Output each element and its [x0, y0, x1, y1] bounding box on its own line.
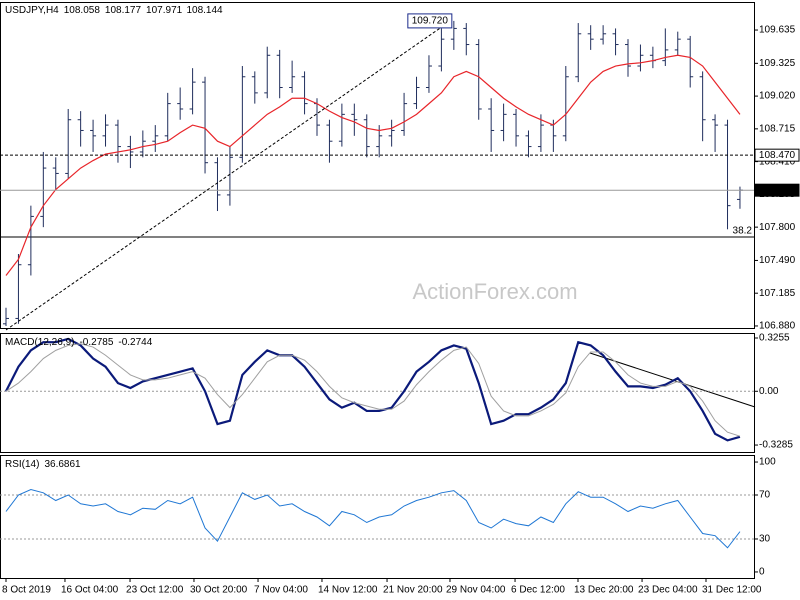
- watermark: ActionForex.com: [412, 279, 577, 304]
- y-tick-label: 0.3255: [759, 333, 790, 344]
- x-tick-label: 7 Nov 04:00: [254, 585, 308, 596]
- header-value: -0.2744: [118, 337, 152, 348]
- indicator-line: [5, 488, 741, 549]
- x-tick-label: 14 Nov 12:00: [318, 585, 378, 596]
- y-tick-label: 0.00: [759, 386, 779, 397]
- x-tick-label: 30 Oct 20:00: [190, 585, 248, 596]
- indicator-line: [5, 343, 741, 437]
- y-tick-label: 108.715: [759, 123, 796, 134]
- panel-header: MACD(12,26,9) -0.2785 -0.2744: [5, 337, 153, 348]
- level-box: [754, 183, 800, 197]
- y-tick-label: 109.020: [759, 91, 796, 102]
- peak-label: 109.720: [412, 16, 449, 27]
- level-box: [754, 148, 800, 162]
- header-value: 108.058: [64, 5, 101, 16]
- moving-average: [5, 54, 741, 276]
- header-value: -0.2785: [79, 337, 113, 348]
- y-tick-label: 109.325: [759, 58, 796, 69]
- y-tick-label: 107.490: [759, 255, 796, 266]
- y-tick-label: 0: [759, 567, 765, 578]
- x-tick-label: 8 Oct 2019: [2, 585, 51, 596]
- indicator-line: [5, 337, 741, 442]
- x-tick-label: 16 Oct 04:00: [61, 585, 119, 596]
- fib-label: 38.2: [733, 226, 753, 237]
- header-title: MACD(12,26,9): [5, 337, 74, 348]
- header-value: 108.177: [105, 5, 142, 16]
- level-label: 108.470: [759, 150, 796, 161]
- header-title: USDJPY,H4: [5, 5, 59, 16]
- panel-frame: [0, 2, 755, 329]
- level-label: 108.144: [759, 185, 796, 196]
- y-tick-label: 108.410: [759, 156, 796, 167]
- x-tick-label: 6 Dec 12:00: [511, 585, 565, 596]
- y-tick-label: 107.185: [759, 288, 796, 299]
- x-tick-label: 29 Nov 04:00: [446, 585, 506, 596]
- peak-box: [407, 13, 453, 29]
- x-tick-label: 13 Dec 20:00: [574, 585, 634, 596]
- x-tick-label: 31 Dec 12:00: [702, 585, 762, 596]
- panel-frame: [0, 455, 755, 579]
- header-title: RSI(14): [5, 459, 39, 470]
- y-tick-label: 109.635: [759, 25, 796, 36]
- panel-frame: [0, 333, 755, 453]
- x-tick-label: 21 Nov 20:00: [383, 585, 443, 596]
- panel-header: RSI(14) 36.6861: [5, 459, 81, 470]
- y-tick-label: 70: [759, 490, 771, 501]
- panel-header: USDJPY,H4 108.058 108.177 107.971 108.144: [5, 5, 223, 16]
- header-value: 36.6861: [44, 459, 81, 470]
- y-tick-label: -0.3285: [759, 440, 793, 451]
- header-value: 108.144: [186, 5, 223, 16]
- y-tick-label: 100: [759, 457, 776, 468]
- y-tick-label: 106.880: [759, 321, 796, 332]
- y-tick-label: 30: [759, 534, 771, 545]
- x-tick-label: 23 Oct 12:00: [126, 585, 184, 596]
- header-value: 107.971: [146, 5, 183, 16]
- trend-line: [5, 26, 443, 331]
- y-tick-label: 107.800: [759, 222, 796, 233]
- x-tick-label: 23 Dec 04:00: [638, 585, 698, 596]
